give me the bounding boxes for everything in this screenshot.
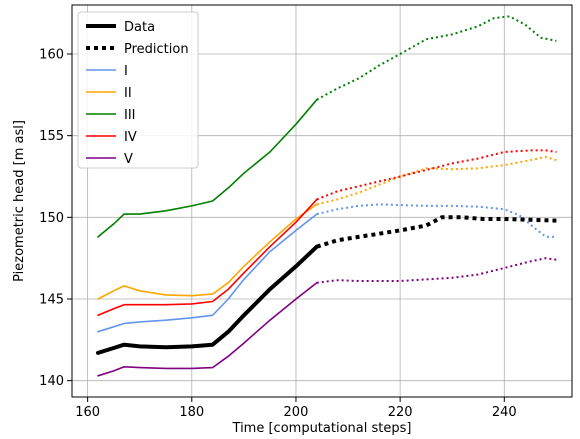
series-ii-prediction-line bbox=[316, 155, 557, 206]
legend-box bbox=[77, 11, 199, 169]
series-i-observed-line bbox=[97, 213, 318, 333]
y-axis-label: Piezometric head [m asl] bbox=[12, 120, 27, 282]
series-lines bbox=[96, 15, 557, 377]
series-iv-observed-line bbox=[97, 198, 318, 317]
y-tick-label: 140 bbox=[39, 374, 64, 389]
legend-label: III bbox=[124, 108, 136, 123]
series-v-observed-line bbox=[97, 281, 318, 377]
x-tick-label: 180 bbox=[179, 405, 204, 420]
series-data-prediction-line bbox=[316, 215, 557, 249]
legend-label: Data bbox=[124, 20, 155, 35]
legend-label: II bbox=[124, 86, 132, 101]
x-tick-label: 160 bbox=[75, 405, 100, 420]
y-tick-label: 145 bbox=[39, 293, 64, 308]
y-tick-label: 155 bbox=[39, 129, 64, 144]
x-axis-label: Time [computational steps] bbox=[232, 421, 412, 436]
legend-label: Prediction bbox=[124, 42, 189, 57]
series-iii-prediction-line bbox=[316, 15, 557, 101]
y-tick-label: 160 bbox=[39, 48, 64, 63]
x-tick-label: 200 bbox=[284, 405, 309, 420]
plot-frame bbox=[71, 4, 573, 398]
x-tick-label: 240 bbox=[492, 405, 517, 420]
legend-label: V bbox=[124, 152, 133, 167]
series-i-prediction-line bbox=[316, 203, 557, 238]
series-iii-observed-line bbox=[97, 98, 318, 238]
series-v-prediction-line bbox=[316, 257, 557, 284]
series-data-observed-line bbox=[96, 244, 319, 355]
x-tick-label: 220 bbox=[388, 405, 413, 420]
axis-ticks: 160 180 200 220 240 140 145 150 155 160 bbox=[39, 48, 517, 421]
legend-label: I bbox=[124, 64, 128, 79]
series-ii-observed-line bbox=[97, 203, 318, 300]
legend-label: IV bbox=[124, 130, 137, 145]
y-tick-label: 150 bbox=[39, 211, 64, 226]
series-iv-prediction-line bbox=[316, 149, 557, 201]
